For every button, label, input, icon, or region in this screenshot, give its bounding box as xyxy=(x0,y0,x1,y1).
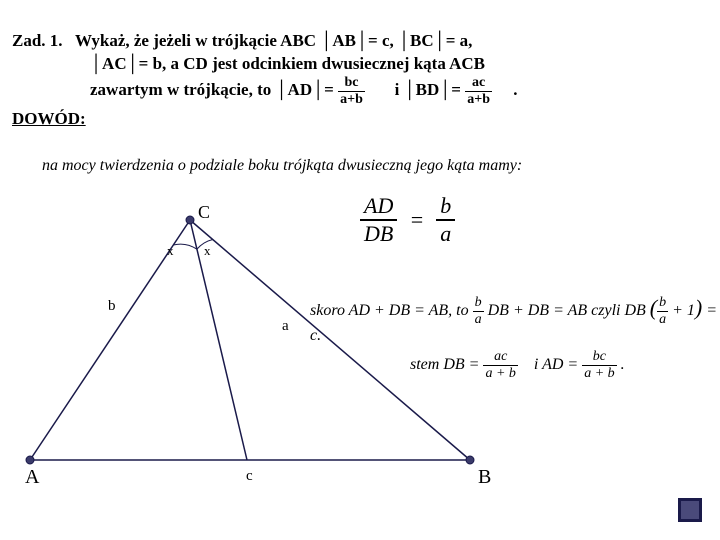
proof-heading: DOWÓD: xyxy=(12,109,708,129)
triangle-diagram xyxy=(0,190,500,490)
problem-line3b: i │BD│= xyxy=(395,80,461,99)
problem-line1: Wykaż, że jeżeli w trójkącie ABC │AB│= c… xyxy=(75,31,472,50)
side-b: b xyxy=(108,298,116,315)
vertex-A: A xyxy=(25,466,39,489)
explanation-1: na mocy twierdzenia o podziale boku trój… xyxy=(42,157,708,175)
fraction-bc: bc a+b xyxy=(338,76,365,107)
problem-line2: │AC│= b, a CD jest odcinkiem dwusiecznej… xyxy=(12,54,485,73)
vertex-B: B xyxy=(478,466,491,489)
fraction-ac: ac a+b xyxy=(465,76,492,107)
problem-line3a: zawartym w trójkącie, to │AD│= xyxy=(90,80,334,99)
final-dot: . xyxy=(513,80,517,99)
side-a: a xyxy=(282,318,289,335)
frac-result-bc: bc a + b xyxy=(582,350,616,381)
vertex-C: C xyxy=(198,202,210,223)
angle-x-left: x xyxy=(167,243,174,259)
frac-paren: b a xyxy=(657,296,668,327)
angle-x-right: x xyxy=(204,243,211,259)
problem-statement: Zad. 1. Wykaż, że jeżeli w trójkącie ABC… xyxy=(12,30,708,107)
side-c: c xyxy=(246,468,253,485)
task-label: Zad. 1. xyxy=(12,31,63,50)
qed-square-icon xyxy=(678,498,702,522)
